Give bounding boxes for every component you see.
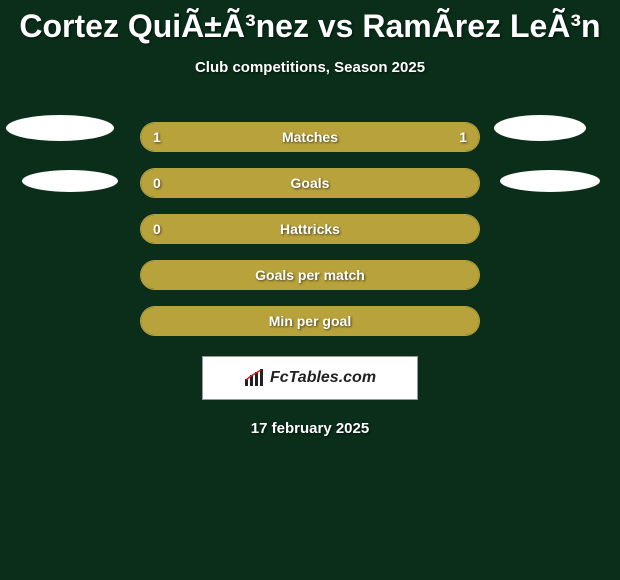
stat-label: Goals per match — [141, 267, 479, 283]
page-title: Cortez QuiÃ±Ã³nez vs RamÃ­rez LeÃ³n — [0, 0, 620, 45]
stat-bar: 0 Goals — [140, 168, 480, 198]
stat-bar: Min per goal — [140, 306, 480, 336]
stat-label: Matches — [141, 129, 479, 145]
stat-row-min-per-goal: Min per goal — [0, 298, 620, 344]
date-label: 17 february 2025 — [0, 420, 620, 437]
chart-icon — [244, 369, 266, 387]
stat-bar: Goals per match — [140, 260, 480, 290]
stat-row-goals: 0 Goals — [0, 160, 620, 206]
stat-label: Goals — [141, 175, 479, 191]
page-subtitle: Club competitions, Season 2025 — [0, 59, 620, 76]
stat-label: Hattricks — [141, 221, 479, 237]
fctables-logo: FcTables.com — [244, 369, 376, 387]
stat-row-matches: 1 Matches 1 — [0, 114, 620, 160]
stat-row-hattricks: 0 Hattricks — [0, 206, 620, 252]
stat-value-right: 1 — [459, 129, 467, 145]
stat-label: Min per goal — [141, 313, 479, 329]
logo-text: FcTables.com — [270, 369, 376, 387]
logo-box: FcTables.com — [202, 356, 418, 400]
stat-bar: 0 Hattricks — [140, 214, 480, 244]
stat-row-goals-per-match: Goals per match — [0, 252, 620, 298]
comparison-area: 1 Matches 1 0 Goals 0 Hattricks Goals pe… — [0, 114, 620, 437]
stat-bar: 1 Matches 1 — [140, 122, 480, 152]
